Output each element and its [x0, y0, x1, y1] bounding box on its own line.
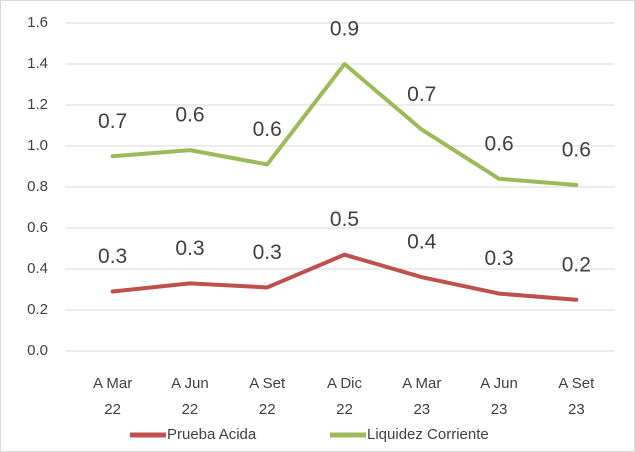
data-label: 0.2 — [562, 253, 591, 276]
y-tick-label: 0.0 — [27, 342, 48, 359]
x-tick-label: A Set 22 — [249, 375, 286, 418]
x-tick-label: A Mar 23 — [402, 375, 441, 418]
data-label: 0.3 — [175, 237, 204, 260]
data-label: 0.9 — [330, 18, 359, 41]
legend-label: Prueba Acida — [167, 426, 257, 443]
data-label: 0.5 — [330, 208, 359, 231]
data-label: 0.6 — [562, 138, 591, 161]
y-tick-label: 1.2 — [27, 96, 48, 113]
y-tick-label: 1.0 — [27, 137, 48, 154]
y-tick-label: 1.6 — [27, 14, 48, 31]
x-tick-label: A Dic 22 — [327, 375, 363, 418]
line-series — [110, 252, 579, 302]
data-label: 0.6 — [253, 118, 282, 141]
x-tick-label: A Set 23 — [558, 375, 595, 418]
data-label: 0.7 — [407, 83, 436, 106]
data-label: 0.3 — [484, 247, 513, 270]
data-label: 0.4 — [407, 231, 437, 254]
data-label: 0.3 — [253, 241, 282, 264]
data-label: 0.6 — [175, 104, 204, 127]
data-label: 0.7 — [98, 110, 127, 133]
data-label: 0.3 — [98, 245, 127, 268]
legend-label: Liquidez Corriente — [367, 426, 489, 443]
y-tick-label: 0.8 — [27, 178, 48, 195]
y-tick-label: 1.4 — [27, 55, 48, 72]
x-tick-label: A Mar 22 — [93, 375, 132, 418]
y-tick-label: 0.4 — [27, 260, 48, 277]
y-tick-label: 0.6 — [27, 219, 48, 236]
x-tick-label: A Jun 23 — [480, 375, 518, 418]
y-tick-label: 0.2 — [27, 301, 48, 318]
x-tick-label: A Jun 22 — [171, 375, 209, 418]
line-series — [110, 62, 579, 187]
data-label: 0.6 — [484, 132, 513, 155]
